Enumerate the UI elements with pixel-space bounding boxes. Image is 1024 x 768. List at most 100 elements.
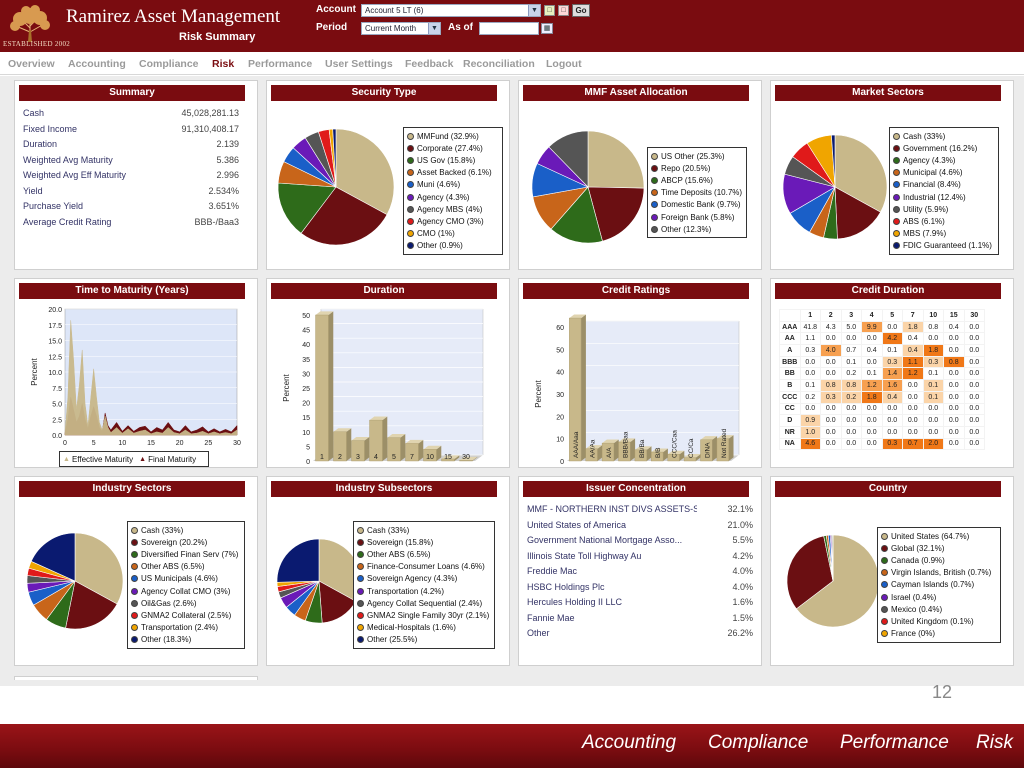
heatmap-cell: 0.0 [943,425,965,439]
legend-entry: US Gov (15.8%) [407,154,499,166]
issuer-concentration-title: Issuer Concentration [523,481,749,497]
legend-swatch [131,636,138,644]
issuer-name: MMF - NORTHERN INST DIVS ASSETS-SH [527,504,697,514]
x-tick-label: 5 [392,454,396,461]
asof-date-input[interactable] [479,22,539,35]
heatmap-cell: 4.6 [799,437,821,451]
legend-swatch [651,201,658,209]
heatmap-cell: 0.0 [963,425,985,439]
nav-reconciliation[interactable]: Reconciliation [463,58,535,70]
heatmap-cell: 0.1 [861,367,883,381]
footer-link-performance[interactable]: Performance [840,732,949,753]
heatmap-cell: 0.3 [922,355,944,369]
x-tick-label: AA/Aa [590,439,597,458]
pdf-icon[interactable]: □ [558,5,569,16]
legend-label: Virgin Islands, British (0.7%) [891,568,992,578]
heatmap-cell: 1.8 [922,344,944,357]
legend-swatch [407,181,414,189]
legend-swatch [131,575,138,583]
x-tick-label: Not Rated [721,428,728,458]
legend-label: US Municipals (4.6%) [141,574,218,584]
nav-logout[interactable]: Logout [546,58,582,70]
nav-accounting[interactable]: Accounting [68,58,126,70]
folder-icon[interactable]: □ [544,5,555,16]
y-tick-label: 17.5 [48,323,62,330]
y-tick-label: 7.5 [52,386,62,393]
pie-slice [300,186,388,246]
legend-label: Municipal (4.6%) [903,168,963,178]
period-select[interactable]: Current Month ▼ [361,22,441,35]
nav-risk[interactable]: Risk [212,58,235,70]
heatmap-cell: 0.0 [963,320,985,334]
credit-duration-panel: Credit Duration 1 2 3 4 5 7 10 15 30 AAA 41.8 4.3 5.… [770,278,1014,468]
pie-slice [74,532,124,605]
credit-ratings-title: Credit Ratings [523,283,749,299]
calendar-icon[interactable]: ▦ [541,23,553,34]
chevron-down-icon[interactable]: ▼ [528,5,540,16]
legend-label: Government (16.2%) [903,143,978,153]
heatmap-cell: 0.0 [943,332,965,346]
legend-swatch [893,217,900,225]
legend-entry: Corporate (27.4%) [407,142,499,154]
heatmap-cell: 0.0 [820,414,842,427]
nav-feedback[interactable]: Feedback [405,58,454,70]
x-tick-label: B/B [655,448,662,458]
legend-entry: ▲ Final Maturity [139,453,196,465]
chevron-down-icon[interactable]: ▼ [428,23,440,34]
market-sectors-pie-chart [782,134,888,240]
nav-user-settings[interactable]: User Settings [325,58,393,70]
issuer-name: Freddie Mac [527,566,578,576]
footer-link-accounting[interactable]: Accounting [582,732,677,753]
heatmap-cell: 0.0 [799,355,821,369]
footer-link-risk[interactable]: Risk [976,732,1013,753]
market-sectors-legend: Cash (33%) Government (16.2%) Agency (4.3%… [889,127,999,255]
account-select[interactable]: Account 5 LT (6) ▼ [361,4,541,17]
heatmap-cell: 0.0 [881,320,903,334]
heatmap-cell: 0.2 [840,390,862,404]
bar [667,450,685,462]
x-tick-label: 15 [147,440,155,447]
legend-swatch [357,587,364,595]
issuer-percent: 1.6% [732,597,753,607]
y-tick-label: 50 [556,347,564,354]
legend-label: Agency (4.3%) [903,155,956,165]
heatmap-cell: 0.0 [943,390,965,404]
legend-entry: United States (64.7%) [881,530,997,542]
heatmap-cell: 0.0 [820,425,842,439]
main-nav: Overview Accounting Compliance Risk Perf… [0,53,1024,75]
heatmap-row-header: CCC [779,390,801,404]
heatmap-cell: 0.0 [963,355,985,369]
industry-subsectors-title: Industry Subsectors [271,481,497,497]
nav-compliance[interactable]: Compliance [139,58,199,70]
legend-swatch [881,593,888,601]
heatmap-cell: 1.4 [881,367,903,381]
summary-value: 2.139 [216,139,239,149]
pie-slice [30,532,76,582]
summary-label: Weighted Avg Maturity [23,154,113,165]
nav-performance[interactable]: Performance [248,58,313,70]
legend-swatch [407,169,414,177]
heatmap-cell: 0.0 [861,355,883,369]
x-tick-label: 1 [320,454,324,461]
issuer-name: Illinois State Toll Highway Au [527,550,642,561]
legend-label: MBS (7.9%) [903,229,947,239]
heatmap-cell: 0.8 [922,320,944,334]
issuer-percent: 32.1% [727,504,753,514]
legend-entry: Domestic Bank (9.7%) [651,199,743,211]
legend-entry: Government (16.2%) [893,142,995,154]
legend-entry: ▲ Effective Maturity [63,453,133,465]
footer-link-compliance[interactable]: Compliance [708,732,809,753]
heatmap-column-header: 2 [820,309,842,322]
nav-overview[interactable]: Overview [8,58,55,70]
summary-value: 2.534% [208,185,239,196]
security-type-panel: Security Type MMFund (32.9%) Corporate (2… [266,80,510,270]
heatmap-row-header: CC [779,402,801,416]
period-select-value: Current Month [365,24,417,33]
industry-sectors-legend: Cash (33%) Sovereign (20.2%) Diversified F… [127,521,245,649]
summary-panel: Summary Cash 45,028,281.13 Fixed Income 91,… [14,80,258,270]
heatmap-cell: 5.0 [840,320,862,334]
heatmap-cell: 4.0 [820,344,842,357]
go-button[interactable]: Go [572,4,590,17]
issuer-percent: 26.2% [727,628,753,638]
heatmap-row-header: AA [779,332,801,346]
